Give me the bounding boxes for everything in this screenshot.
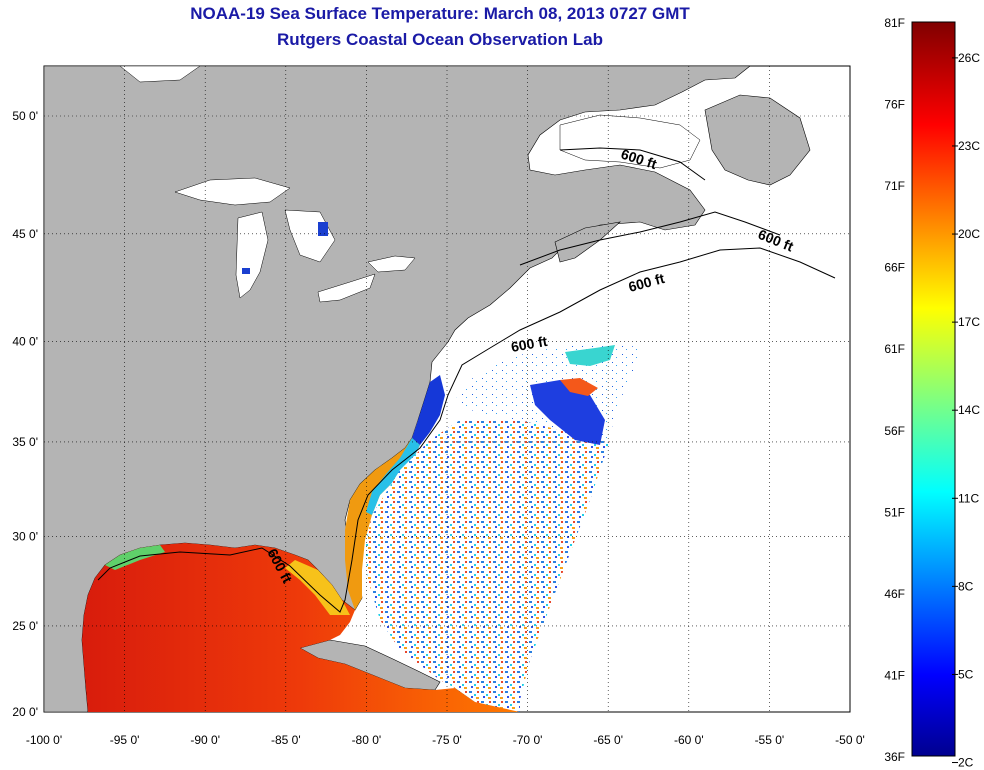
colorbar-fahrenheit-labels: 81F 76F 71F 66F 61F 56F 51F 46F 41F 36F [884,16,905,764]
contour-label: 600 ft [510,333,549,355]
lat-tick-label: 45 0' [12,227,38,241]
cyan-patches [565,345,615,366]
colorbar-c-label: 20C [958,227,980,241]
lake-cold-patch [242,268,250,274]
colorbar-c-label: 17C [958,315,980,329]
colorbar-f-label: 66F [884,261,905,275]
gulf-of-mexico-sst [82,543,520,712]
sst-data [82,340,640,712]
colorbar-f-label: 71F [884,179,905,193]
lat-tick-label: 35 0' [12,435,38,449]
colorbar-c-label: 23C [958,139,980,153]
colorbar-c-label: 26C [958,51,980,65]
lake-ontario [367,255,416,273]
colorbar-f-label: 81F [884,16,905,30]
colorbar-c-label: 2C [958,756,974,770]
colorbar-f-label: 56F [884,424,905,438]
colorbar-f-label: 51F [884,505,905,519]
colorbar-f-label: 36F [884,750,905,764]
lake-cold-patch [318,222,328,236]
chart-title: NOAA-19 Sea Surface Temperature: March 0… [190,4,690,23]
lon-tick-label: -65 0' [593,733,623,747]
coastal-cold-band [412,375,445,445]
colorbar-f-label: 46F [884,587,905,601]
gulf-of-st-lawrence [559,114,701,169]
lat-tick-label: 30 0' [12,529,38,543]
lake-superior [174,177,291,206]
600ft-contour [97,147,836,613]
lon-tick-label: -85 0' [271,733,301,747]
cold-patch-offshore [530,380,605,445]
colorbar-gradient [911,21,956,757]
lon-tick-label: -70 0' [513,733,543,747]
coastal-cyan-band [366,438,420,515]
warm-eddy [560,378,598,396]
sargasso-speckle [365,420,610,712]
colorbar-c-label: 11C [958,491,979,505]
lon-tick-label: -50 0' [835,733,865,747]
lon-tick-label: -90 0' [190,733,220,747]
lake-erie [317,273,376,303]
hudson-bay-water [119,65,201,83]
lat-tick-label: 25 0' [12,619,38,633]
lon-tick-label: -60 0' [674,733,704,747]
lat-tick-labels: 20 0' 25 0' 30 0' 35 0' 40 0' 45 0' 50 0' [12,109,38,719]
colorbar-celsius-labels: 26C 23C 20C 17C 14C 11C 8C 5C 2C [952,51,980,770]
lat-tick-label: 40 0' [12,335,38,349]
colorbar-f-label: 61F [884,342,905,356]
lat-tick-label: 20 0' [12,705,38,719]
lat-tick-label: 50 0' [12,109,38,123]
lon-tick-label: -80 0' [352,733,382,747]
lon-tick-label: -75 0' [432,733,462,747]
newfoundland-land [704,94,811,186]
lon-tick-labels: -100 0' -95 0' -90 0' -85 0' -80 0' -75 0' -70… [26,733,865,747]
gulf-yellow-shelf [285,560,350,615]
colorbar-c-label: 5C [958,667,974,681]
colorbar-c-label: 8C [958,579,974,593]
colorbar-f-label: 41F [884,668,905,682]
chart-subtitle: Rutgers Coastal Ocean Observation Lab [277,30,603,49]
colorbar-f-label: 76F [884,98,905,112]
lon-tick-label: -100 0' [26,733,62,747]
lon-tick-label: -55 0' [755,733,785,747]
lon-tick-label: -95 0' [110,733,140,747]
colorbar-c-label: 14C [958,403,980,417]
